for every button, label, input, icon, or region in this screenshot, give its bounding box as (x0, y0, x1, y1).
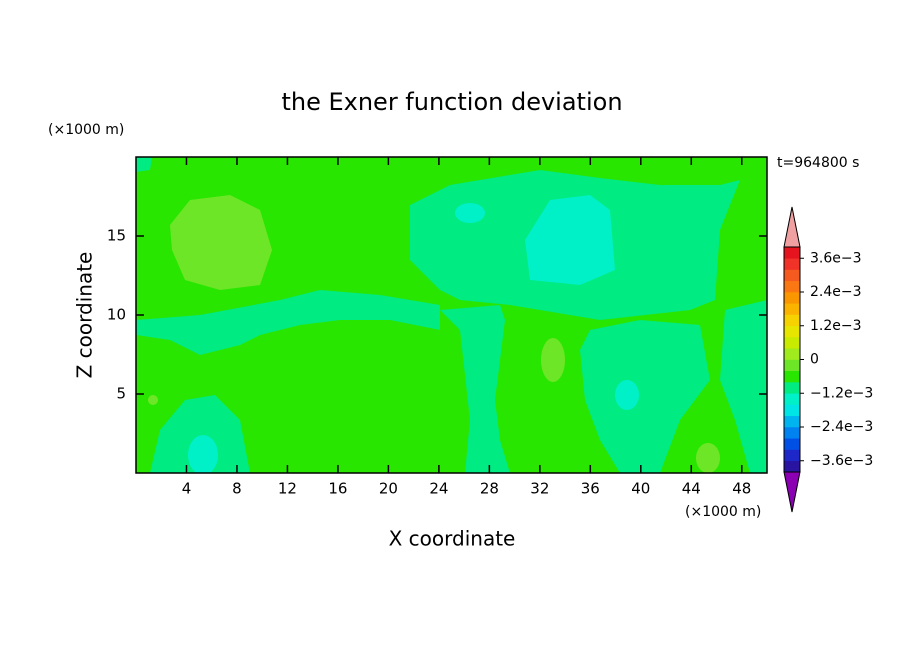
colorbar-band (784, 460, 800, 473)
colorbar-under (783, 471, 801, 513)
colorbar-band (784, 370, 800, 383)
colorbar-label: −2.4e−3 (810, 419, 873, 435)
y-tick-label: 15 (107, 227, 126, 245)
x-tick-label: 4 (182, 480, 192, 498)
colorbar-label: 1.2e−3 (810, 318, 862, 334)
field-region (150, 395, 250, 473)
colorbar-band (784, 427, 800, 439)
colorbar-band (784, 348, 800, 360)
y-tick-label: 10 (107, 306, 126, 324)
x-tick-label: 32 (530, 480, 549, 498)
colorbar-label: −3.6e−3 (810, 453, 873, 469)
colorbar-band (784, 303, 800, 315)
colorbar-label: 3.6e−3 (810, 250, 862, 266)
x-tick-label: 8 (232, 480, 242, 498)
colorbar-label: 2.4e−3 (810, 284, 862, 300)
x-tick-label: 24 (429, 480, 448, 498)
field-region (720, 300, 767, 473)
colorbar-band (784, 280, 800, 293)
colorbar-band (784, 359, 800, 372)
field-region (580, 320, 710, 473)
colorbar-band (784, 382, 800, 394)
x-tick-label: 40 (631, 480, 650, 498)
colorbar-band (784, 415, 800, 428)
colorbar-band (784, 247, 800, 259)
x-tick-label: 20 (379, 480, 398, 498)
field-region (148, 395, 158, 405)
y-axis-title: Z coordinate (73, 252, 97, 379)
field-region (136, 290, 440, 355)
y-unit: (×1000 m) (48, 122, 124, 138)
colorbar-band (784, 292, 800, 304)
colorbar-band (784, 269, 800, 282)
x-tick-label: 28 (480, 480, 499, 498)
chart-title: the Exner function deviation (281, 88, 622, 116)
colorbar-band (784, 404, 800, 417)
colorbar-label: −1.2e−3 (810, 385, 873, 401)
x-axis-title: X coordinate (389, 527, 516, 551)
colorbar-band (784, 438, 800, 450)
field-region (136, 157, 152, 172)
colorbar-band (784, 449, 800, 462)
x-tick-label: 44 (682, 480, 701, 498)
field-region (440, 305, 510, 473)
time-annotation: t=964800 s (777, 155, 859, 171)
field-region (615, 380, 639, 410)
x-tick-label: 48 (732, 480, 751, 498)
field-region (525, 195, 615, 285)
field-region (188, 435, 218, 473)
x-tick-label: 12 (278, 480, 297, 498)
colorbar-band (784, 258, 800, 270)
colorbar-band (784, 314, 800, 327)
colorbar-label: 0 (810, 352, 819, 368)
colorbar-band (784, 393, 800, 405)
x-unit: (×1000 m) (685, 504, 761, 520)
x-tick-label: 36 (581, 480, 600, 498)
contour-field (136, 157, 767, 473)
field-region (455, 203, 485, 223)
field-region (541, 338, 565, 382)
colorbar-band (784, 325, 800, 338)
colorbar-band (784, 337, 800, 349)
colorbar-over (783, 206, 801, 248)
y-tick-label: 5 (116, 385, 126, 403)
field-region (696, 443, 720, 473)
field-region (170, 195, 272, 290)
x-tick-label: 16 (328, 480, 347, 498)
